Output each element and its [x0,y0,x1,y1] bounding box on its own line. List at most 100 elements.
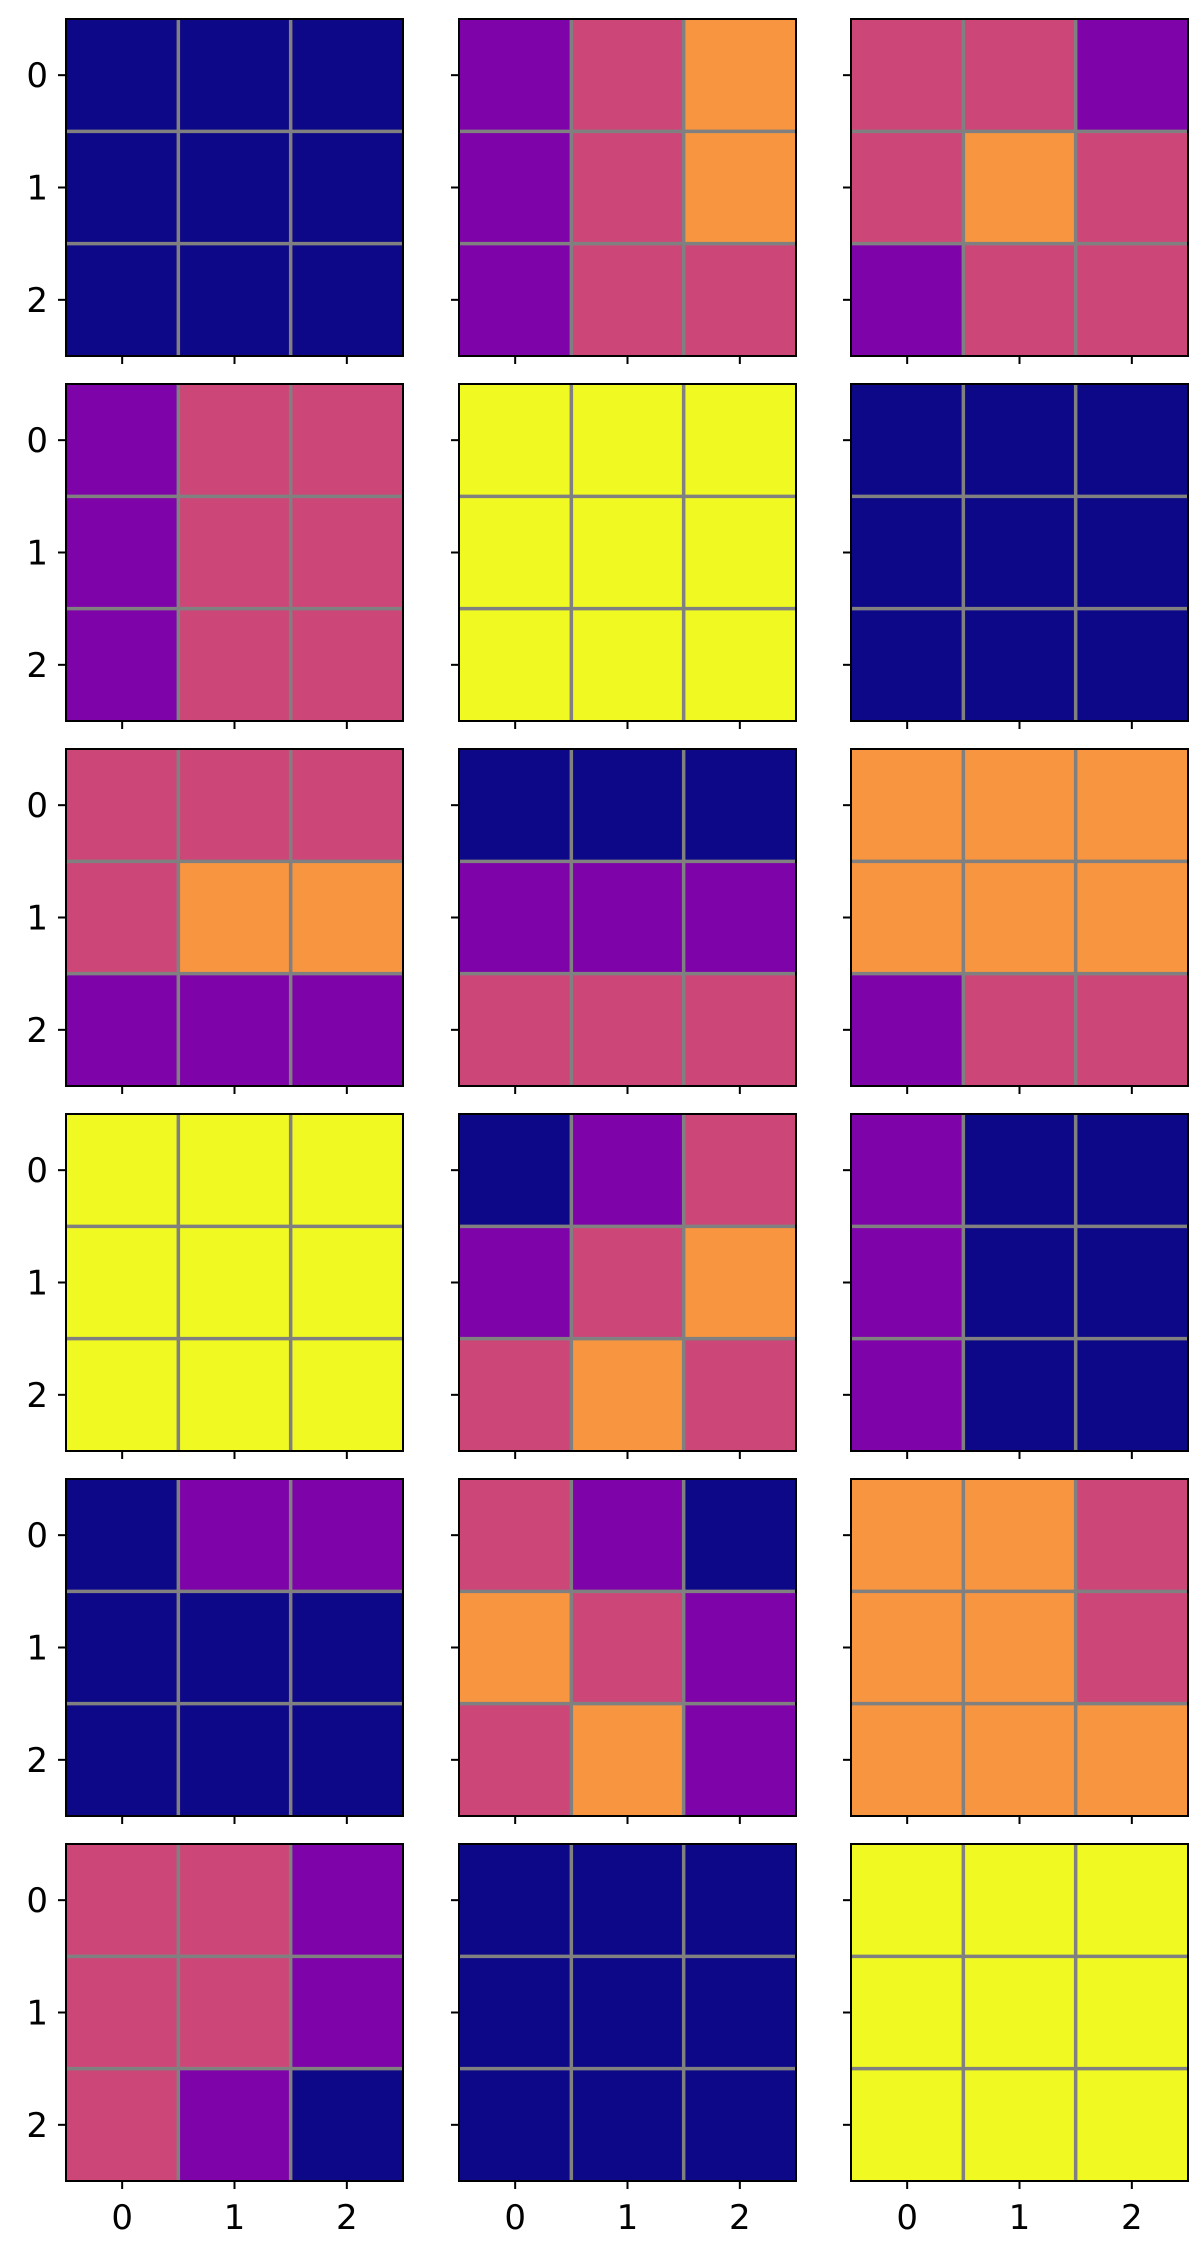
heatmap-cell-1-1 [963,861,1077,975]
heatmap-cell-2-1 [571,608,685,722]
heatmap-panel-2-1 [451,748,797,1094]
heatmap-cell-0-2 [290,1844,404,1957]
heatmap-cell-0-2 [1075,19,1189,132]
heatmap-cell-2-1 [178,1338,292,1452]
heatmap-cell-0-2 [1075,749,1189,862]
heatmap-cell-1-0 [459,131,572,245]
heatmap-cell-1-2 [290,131,404,245]
heatmap-cell-2-1 [178,608,292,722]
heatmap-panel-4-0: 0 1 2 [26,1478,404,1824]
heatmap-panel-1-1 [451,383,797,729]
heatmap-cell-1-0 [459,861,572,975]
heatmap-panel-3-0: 0 1 2 [26,1113,404,1459]
heatmap-cell-0-0 [851,1479,964,1592]
heatmap-cell-0-1 [178,1114,292,1227]
y-tick-label: 2 [26,1376,48,1416]
y-tick-label: 0 [26,1881,48,1921]
heatmap-cell-0-1 [963,749,1077,862]
y-tick-label: 1 [26,534,48,574]
heatmap-cell-0-0 [459,749,572,862]
heatmap-panel-1-0: 0 1 2 [26,383,404,729]
heatmap-cell-0-1 [571,1844,685,1957]
heatmap-cell-0-1 [571,384,685,497]
heatmap-cell-1-1 [963,496,1077,610]
heatmap-cell-0-1 [571,1114,685,1227]
heatmap-cell-1-2 [683,496,797,610]
heatmap-cell-2-0 [66,1703,179,1817]
heatmap-cell-2-2 [683,608,797,722]
heatmap-cell-0-0 [851,749,964,862]
heatmap-cell-2-2 [683,2068,797,2182]
heatmap-cell-1-0 [459,496,572,610]
heatmap-cell-2-0 [851,2068,964,2182]
heatmap-cell-0-0 [66,384,179,497]
heatmap-cell-1-0 [66,1591,179,1705]
heatmap-cell-1-1 [571,1591,685,1705]
heatmap-cell-2-0 [851,1703,964,1817]
heatmap-cell-0-1 [571,19,685,132]
heatmap-cell-1-2 [1075,1956,1189,2070]
y-tick-label: 0 [26,1516,48,1556]
heatmap-cell-1-0 [851,861,964,975]
x-tick-label: 0 [896,2198,918,2238]
heatmap-cell-1-0 [66,496,179,610]
heatmap-cell-2-2 [683,1703,797,1817]
y-tick-label: 0 [26,1151,48,1191]
heatmap-cell-2-1 [963,973,1077,1087]
heatmap-cell-0-1 [571,1479,685,1592]
heatmap-cell-0-1 [178,1844,292,1957]
heatmap-cell-2-0 [459,2068,572,2182]
heatmap-cell-2-2 [290,973,404,1087]
heatmap-cell-0-0 [66,1479,179,1592]
heatmap-cell-0-0 [851,1844,964,1957]
heatmap-cell-2-2 [683,1338,797,1452]
heatmap-cell-2-0 [851,608,964,722]
heatmap-cell-2-1 [178,243,292,357]
heatmap-cell-1-1 [178,861,292,975]
heatmap-cell-0-1 [178,384,292,497]
heatmap-cell-2-2 [1075,608,1189,722]
heatmap-cell-2-0 [459,1338,572,1452]
heatmap-cell-1-2 [683,1591,797,1705]
x-tick-label: 2 [729,2198,751,2238]
x-tick-label: 1 [1009,2198,1031,2238]
heatmap-cell-0-1 [178,19,292,132]
heatmap-cell-0-0 [66,19,179,132]
heatmap-cell-0-1 [963,19,1077,132]
heatmap-cell-1-2 [683,1956,797,2070]
heatmap-cell-0-2 [683,1114,797,1227]
heatmap-cell-0-0 [459,1114,572,1227]
heatmap-cell-0-0 [459,1479,572,1592]
heatmap-cell-2-0 [459,1703,572,1817]
heatmap-cell-2-2 [290,1338,404,1452]
heatmap-cell-1-0 [851,1956,964,2070]
heatmap-cell-1-0 [459,1956,572,2070]
y-tick-label: 2 [26,281,48,321]
heatmap-cell-2-0 [851,243,964,357]
x-tick-label: 1 [617,2198,639,2238]
heatmap-cell-0-2 [1075,1844,1189,1957]
heatmap-cell-0-2 [1075,384,1189,497]
x-tick-label: 2 [1121,2198,1143,2238]
heatmap-cell-2-0 [66,1338,179,1452]
heatmap-cell-2-0 [459,243,572,357]
heatmap-cell-2-2 [290,1703,404,1817]
heatmap-cell-1-1 [963,131,1077,245]
heatmap-cell-0-2 [290,749,404,862]
heatmap-cell-0-0 [66,1844,179,1957]
heatmap-panel-3-1 [451,1113,797,1459]
heatmap-cell-1-1 [571,1226,685,1340]
heatmap-cell-0-0 [851,384,964,497]
heatmap-cell-0-2 [290,1479,404,1592]
y-tick-label: 1 [26,1994,48,2034]
heatmap-cell-1-1 [571,496,685,610]
heatmap-cell-2-1 [963,608,1077,722]
heatmap-cell-2-2 [290,2068,404,2182]
heatmap-panel-2-2 [843,748,1189,1094]
heatmap-cell-2-1 [571,1338,685,1452]
heatmap-cell-2-2 [683,973,797,1087]
heatmap-cell-1-0 [851,1226,964,1340]
heatmap-cell-0-0 [66,749,179,862]
heatmap-cell-0-1 [178,749,292,862]
heatmap-cell-0-2 [683,1479,797,1592]
